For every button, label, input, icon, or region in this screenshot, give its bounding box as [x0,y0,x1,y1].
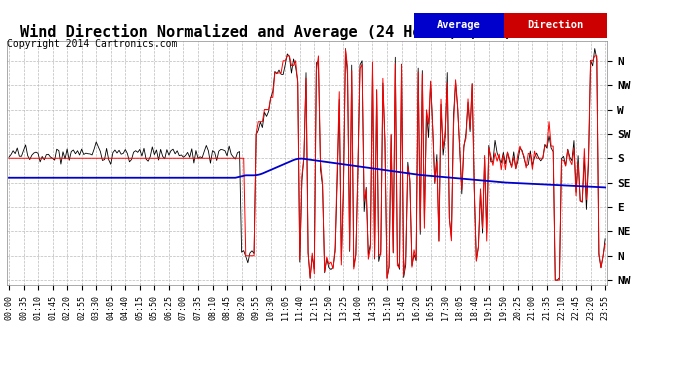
Text: Average: Average [437,20,481,30]
Text: Direction: Direction [527,20,584,30]
Text: Copyright 2014 Cartronics.com: Copyright 2014 Cartronics.com [7,39,177,49]
Title: Wind Direction Normalized and Average (24 Hours) (New) 20140624: Wind Direction Normalized and Average (2… [19,24,595,40]
